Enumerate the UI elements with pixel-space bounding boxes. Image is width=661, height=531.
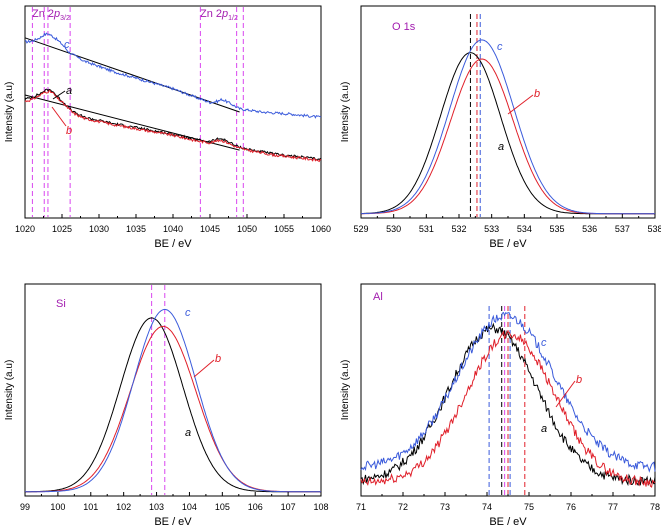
al-tick-label: 73	[440, 502, 450, 512]
si-series-label-c: c	[185, 307, 191, 319]
si-guide-lines	[151, 285, 166, 495]
al-x-label: BE / eV	[489, 516, 527, 528]
o-tick-label: 529	[353, 224, 368, 234]
panel-zn2p: Zn 2p3/2 Zn 2p1/2 1020 1025 1030 1035 1040 10…	[4, 5, 331, 250]
zn-y-label: Intensity (a.u)	[4, 82, 15, 143]
o-x-label: BE / eV	[489, 238, 527, 250]
si-tick-label: 105	[215, 502, 230, 512]
zn-tick-label: 1035	[126, 224, 146, 234]
zn-guide-lines	[31, 7, 244, 217]
o-panel-title: O 1s	[392, 21, 416, 33]
si-series-label-b: b	[215, 353, 221, 365]
si-panel-title: Si	[56, 298, 66, 310]
si-tick-label: 103	[149, 502, 164, 512]
o-arrow-b	[507, 94, 534, 115]
si-series-label-a: a	[185, 427, 191, 439]
al-panel-title: Al	[373, 291, 383, 303]
zn-annotation-1-2: Zn 2p1/2	[200, 8, 238, 22]
al-series-label-b: b	[576, 374, 582, 386]
o-series-b	[361, 58, 655, 215]
zn-tick-label: 1060	[311, 224, 331, 234]
zn-baselines	[24, 37, 240, 151]
al-tick-label: 77	[608, 502, 618, 512]
al-series-label-c: c	[541, 337, 547, 349]
o-series-label-a: a	[498, 141, 504, 153]
zn-arrow-b	[51, 106, 67, 127]
o-tick-label: 538	[647, 224, 661, 234]
zn-tick-label: 1050	[237, 224, 257, 234]
zn-tick-label: 1055	[274, 224, 294, 234]
o-tick-label: 530	[386, 224, 401, 234]
si-tick-label: 100	[50, 502, 65, 512]
o-tick-label: 532	[451, 224, 466, 234]
si-tick-label: 102	[116, 502, 131, 512]
o-series-label-c: c	[497, 41, 503, 53]
zn-arrow-a	[52, 90, 66, 100]
o-x-ticks: 529 530 531 532 533 534 535 536 537 538	[353, 214, 661, 234]
al-y-label: Intensity (a.u)	[340, 360, 351, 421]
zn-tick-label: 1045	[200, 224, 220, 234]
zn-x-ticks: 1020 1025 1030 1035 1040 1045 1050 1055 1060	[15, 214, 331, 234]
zn-series-label-a: a	[66, 85, 72, 97]
o-tick-label: 534	[517, 224, 532, 234]
o-tick-label: 535	[549, 224, 564, 234]
zn-x-label: BE / eV	[154, 238, 192, 250]
zn-tick-label: 1025	[52, 224, 72, 234]
si-series-a	[25, 317, 321, 493]
si-tick-label: 99	[20, 502, 30, 512]
zn-series-label-b: b	[66, 125, 72, 137]
al-series-label-a: a	[541, 423, 547, 435]
o-series-a	[361, 52, 655, 215]
zn-series-c	[24, 32, 322, 119]
panel-o1s: O 1s 529 530 531 532 533 534 535 536 537 538 c b …	[340, 5, 661, 250]
zn-annotation-3-2: Zn 2p3/2	[32, 8, 70, 22]
o-series-c	[361, 39, 655, 215]
o-guide-lines	[469, 14, 481, 217]
al-tick-label: 74	[482, 502, 492, 512]
si-x-ticks: 99 100 101 102 103 104 105 106 107 108	[20, 492, 329, 512]
o-tick-label: 533	[484, 224, 499, 234]
al-tick-label: 71	[356, 502, 366, 512]
zn-baseline-c	[24, 37, 240, 113]
al-tick-label: 75	[524, 502, 534, 512]
al-series-c	[360, 311, 656, 473]
si-arrow-b	[193, 359, 215, 378]
o-tick-label: 531	[419, 224, 434, 234]
si-tick-label: 108	[313, 502, 328, 512]
zn-tick-label: 1040	[163, 224, 183, 234]
zn-tick-label: 1030	[89, 224, 109, 234]
o-tick-label: 536	[582, 224, 597, 234]
al-tick-label: 78	[650, 502, 660, 512]
o-series-label-b: b	[534, 88, 540, 100]
o-y-label: Intensity (a.u)	[340, 82, 351, 143]
al-guide-lines	[488, 306, 526, 495]
zn-series-b	[24, 90, 322, 163]
o-plot-frame	[360, 5, 656, 219]
al-tick-label: 72	[398, 502, 408, 512]
o-tick-label: 537	[615, 224, 630, 234]
si-y-label: Intensity (a.u)	[4, 360, 15, 421]
al-series	[360, 311, 656, 488]
zn-series	[24, 32, 322, 163]
si-tick-label: 104	[182, 502, 197, 512]
si-series-c	[25, 308, 321, 493]
si-tick-label: 106	[248, 502, 263, 512]
al-arrow-b	[555, 380, 576, 408]
si-tick-label: 107	[281, 502, 296, 512]
al-series-b	[360, 330, 656, 488]
zn-series-label-c: c	[64, 39, 70, 51]
si-x-label: BE / eV	[154, 516, 192, 528]
al-x-ticks: 71 72 73 74 75 76 77 78	[356, 492, 660, 512]
si-series-b	[25, 325, 321, 493]
zn-tick-label: 1020	[15, 224, 35, 234]
si-tick-label: 101	[83, 502, 98, 512]
si-series	[25, 308, 321, 493]
panel-al: Al 71 72 73 74 75 76 77 78 c b a Intensity (a.u…	[340, 283, 660, 528]
al-tick-label: 76	[566, 502, 576, 512]
o-series	[361, 39, 655, 215]
panel-si: Si 99 100 101 102 103 104 105 106 107 108 c b a I…	[4, 283, 329, 528]
